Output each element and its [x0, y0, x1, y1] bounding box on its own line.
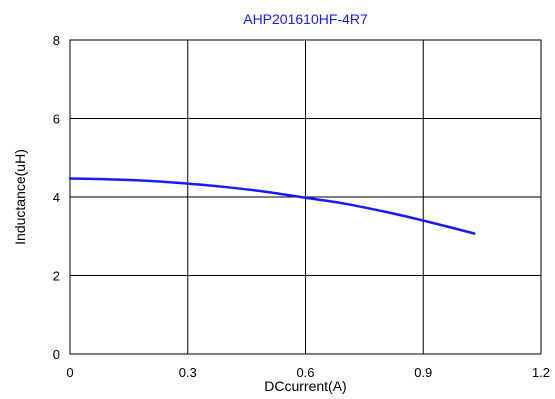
x-tick-labels: 0 0.3 0.6 0.9 1.2: [66, 365, 550, 380]
plot-frame: [69, 39, 542, 355]
series-layer: [68, 177, 476, 235]
y-tick-label: 2: [53, 269, 60, 284]
x-axis-label: DCcurrent(A): [264, 378, 346, 394]
y-tick-label: 0: [53, 347, 60, 362]
y-tick-labels: 0 2 4 6 8: [53, 33, 60, 362]
y-tick-label: 6: [53, 112, 60, 127]
x-tick-label: 0.9: [414, 365, 432, 380]
x-tick-label: 0.6: [296, 365, 314, 380]
x-tick-label: 0: [66, 365, 73, 380]
series-line-0: [68, 177, 476, 235]
x-tick-label: 1.2: [532, 365, 550, 380]
y-tick-label: 4: [53, 190, 60, 205]
chart-title: AHP201610HF-4R7: [243, 11, 368, 27]
y-axis-label: Inductance(uH): [12, 149, 28, 245]
x-tick-label: 0.3: [179, 365, 197, 380]
y-tick-label: 8: [53, 33, 60, 48]
